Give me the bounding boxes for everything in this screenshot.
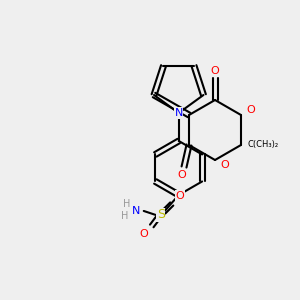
Text: S: S bbox=[157, 208, 165, 221]
Text: C(CH₃)₂: C(CH₃)₂ bbox=[248, 140, 278, 149]
Text: O: O bbox=[220, 160, 230, 170]
Text: H: H bbox=[123, 199, 130, 209]
Text: N: N bbox=[175, 108, 183, 118]
Text: O: O bbox=[211, 66, 219, 76]
Text: H: H bbox=[121, 211, 128, 221]
Text: O: O bbox=[140, 229, 148, 239]
Text: O: O bbox=[176, 191, 184, 201]
Text: N: N bbox=[132, 206, 140, 216]
Text: O: O bbox=[178, 170, 186, 180]
Text: O: O bbox=[247, 105, 255, 115]
